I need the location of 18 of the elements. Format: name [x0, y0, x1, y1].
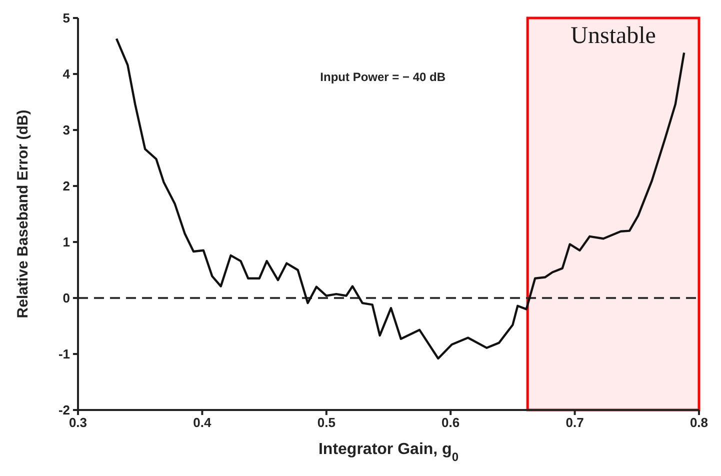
x-tick-label: 0.6 — [442, 415, 460, 430]
y-tick-label: 0 — [62, 290, 70, 306]
y-tick-label: 3 — [62, 122, 70, 138]
y-tick-label: 4 — [62, 66, 71, 82]
annotation: Input Power = − 40 dB — [320, 70, 446, 84]
x-axis-title: Integrator Gain, g$_{0}$ — [318, 441, 459, 464]
x-tick-label: 0.7 — [566, 415, 584, 430]
y-tick-label: -2 — [58, 402, 70, 418]
y-tick-label: 1 — [62, 234, 70, 250]
x-tick-label: 0.5 — [317, 415, 336, 430]
y-axis-title: Relative Baseband Error (dB) — [14, 110, 32, 318]
y-tick-label: 2 — [62, 178, 70, 194]
x-tick-label: 0.3 — [68, 415, 88, 430]
band-label: Unstable — [570, 23, 656, 50]
y-tick-label: -1 — [58, 346, 70, 362]
x-tick-label: 0.4 — [193, 415, 212, 430]
y-tick-label: 5 — [62, 10, 70, 26]
x-tick-label: 0.8 — [690, 415, 708, 430]
